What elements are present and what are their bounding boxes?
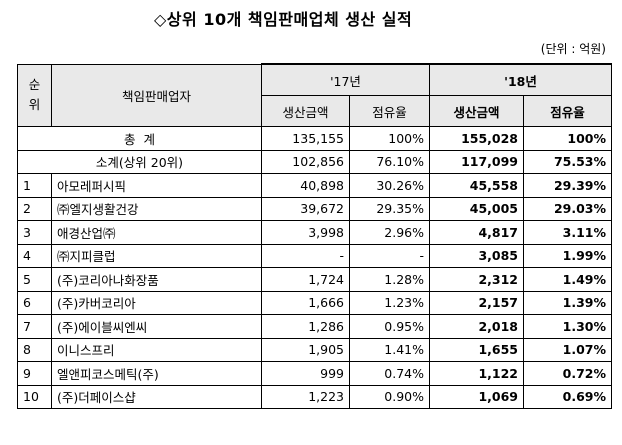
row-p17: 40,898 [261,173,350,198]
page-title: ◇상위 10개 책임판매업체 생산 실적 [154,10,413,29]
row-p18: 1,655 [429,337,524,362]
row-rank: 10 [17,384,52,409]
table-row: 1 아모레퍼시픽 40,898 30.26% 45,558 29.39% [17,173,613,198]
header-rank-top: 순 [28,77,41,93]
row-company: 이니스프리 [51,337,262,362]
row-rank: 9 [17,361,52,386]
row-s18: 3.11% [522,220,613,245]
row-company: ㈜엘지생활건강 [51,196,262,221]
row-p18: 1,122 [429,361,524,386]
row-p18: 3,085 [429,243,524,268]
table-row: 4 ㈜지피클럽 - - 3,085 1.99% [17,243,613,268]
row-p17: 3,998 [261,220,350,245]
subtotal-s18: 75.53% [522,149,613,174]
header-2018: '18년 [428,63,613,96]
row-rank: 5 [17,267,52,292]
row-s18: 29.39% [522,173,613,198]
row-p18: 2,157 [429,290,524,315]
row-p17: 1,724 [261,267,350,292]
table-row: 9 엘앤피코스메틱(주) 999 0.74% 1,122 0.72% [17,361,613,386]
header-2017-production: 생산금액 [261,95,350,127]
total-s17: 100% [349,126,430,151]
row-company: (주)코리아나화장품 [51,267,262,292]
row-s18: 0.72% [522,361,613,386]
header-company: 책임판매업자 [51,63,262,127]
row-s18: 1.49% [522,267,613,292]
row-p18: 2,312 [429,267,524,292]
table-row: 7 (주)에이블씨엔씨 1,286 0.95% 2,018 1.30% [17,314,613,339]
row-s18: 29.03% [522,196,613,221]
unit-label: (단위 : 억원) [540,42,606,56]
row-p18: 2,018 [429,314,524,339]
subtotal-p18: 117,099 [429,149,524,174]
row-p17: 1,286 [261,314,350,339]
row-company: 엘앤피코스메틱(주) [51,361,262,386]
table-row: 6 (주)카버코리아 1,666 1.23% 2,157 1.39% [17,290,613,315]
row-s17: 0.90% [349,384,430,409]
row-company: (주)에이블씨엔씨 [51,314,262,339]
row-p17: 39,672 [261,196,350,221]
row-p17: - [261,243,350,268]
table-row: 2 ㈜엘지생활건강 39,672 29.35% 45,005 29.03% [17,196,613,221]
subtotal-label: 소계(상위 20위) [17,149,262,174]
row-p18: 45,005 [429,196,524,221]
header-2017-share: 점유율 [349,95,430,127]
row-p18: 4,817 [429,220,524,245]
table-row: 3 애경산업㈜ 3,998 2.96% 4,817 3.11% [17,220,613,245]
table-row: 8 이니스프리 1,905 1.41% 1,655 1.07% [17,337,613,362]
row-s18: 1.30% [522,314,613,339]
header-2018-production: 생산금액 [429,95,524,127]
subtotal-p17: 102,856 [261,149,350,174]
row-company: 애경산업㈜ [51,220,262,245]
total-p18: 155,028 [429,126,524,151]
row-p17: 1,905 [261,337,350,362]
row-s18: 0.69% [522,384,613,409]
row-s17: - [349,243,430,268]
row-rank: 7 [17,314,52,339]
row-rank: 6 [17,290,52,315]
total-s18: 100% [522,126,613,151]
row-s17: 1.23% [349,290,430,315]
row-p17: 999 [261,361,350,386]
row-s17: 1.41% [349,337,430,362]
header-rank-bottom: 위 [28,97,41,113]
row-s17: 29.35% [349,196,430,221]
production-table: 순 위 책임판매업자 '17년 '18년 생산금액 점유율 생산금액 점유율 총… [17,63,613,409]
total-label: 총 계 [17,126,262,151]
row-company: ㈜지피클럽 [51,243,262,268]
subtotal-s17: 76.10% [349,149,430,174]
table-row: 10 (주)더페이스샵 1,223 0.90% 1,069 0.69% [17,384,613,409]
header-2018-share: 점유율 [522,95,613,127]
row-company: 아모레퍼시픽 [51,173,262,198]
total-p17: 135,155 [261,126,350,151]
row-p18: 45,558 [429,173,524,198]
row-company: (주)더페이스샵 [51,384,262,409]
row-s17: 0.74% [349,361,430,386]
row-rank: 8 [17,337,52,362]
row-rank: 4 [17,243,52,268]
table-row-subtotal: 소계(상위 20위) 102,856 76.10% 117,099 75.53% [17,149,613,174]
row-s17: 2.96% [349,220,430,245]
row-p17: 1,223 [261,384,350,409]
row-rank: 3 [17,220,52,245]
row-company: (주)카버코리아 [51,290,262,315]
row-p18: 1,069 [429,384,524,409]
header-2017: '17년 [261,63,430,96]
row-rank: 2 [17,196,52,221]
table-row: 5 (주)코리아나화장품 1,724 1.28% 2,312 1.49% [17,267,613,292]
row-s18: 1.39% [522,290,613,315]
row-rank: 1 [17,173,52,198]
table-row-total: 총 계 135,155 100% 155,028 100% [17,126,613,151]
row-s18: 1.07% [522,337,613,362]
row-s17: 1.28% [349,267,430,292]
row-p17: 1,666 [261,290,350,315]
row-s17: 0.95% [349,314,430,339]
header-rank: 순 위 [17,63,52,127]
row-s17: 30.26% [349,173,430,198]
row-s18: 1.99% [522,243,613,268]
